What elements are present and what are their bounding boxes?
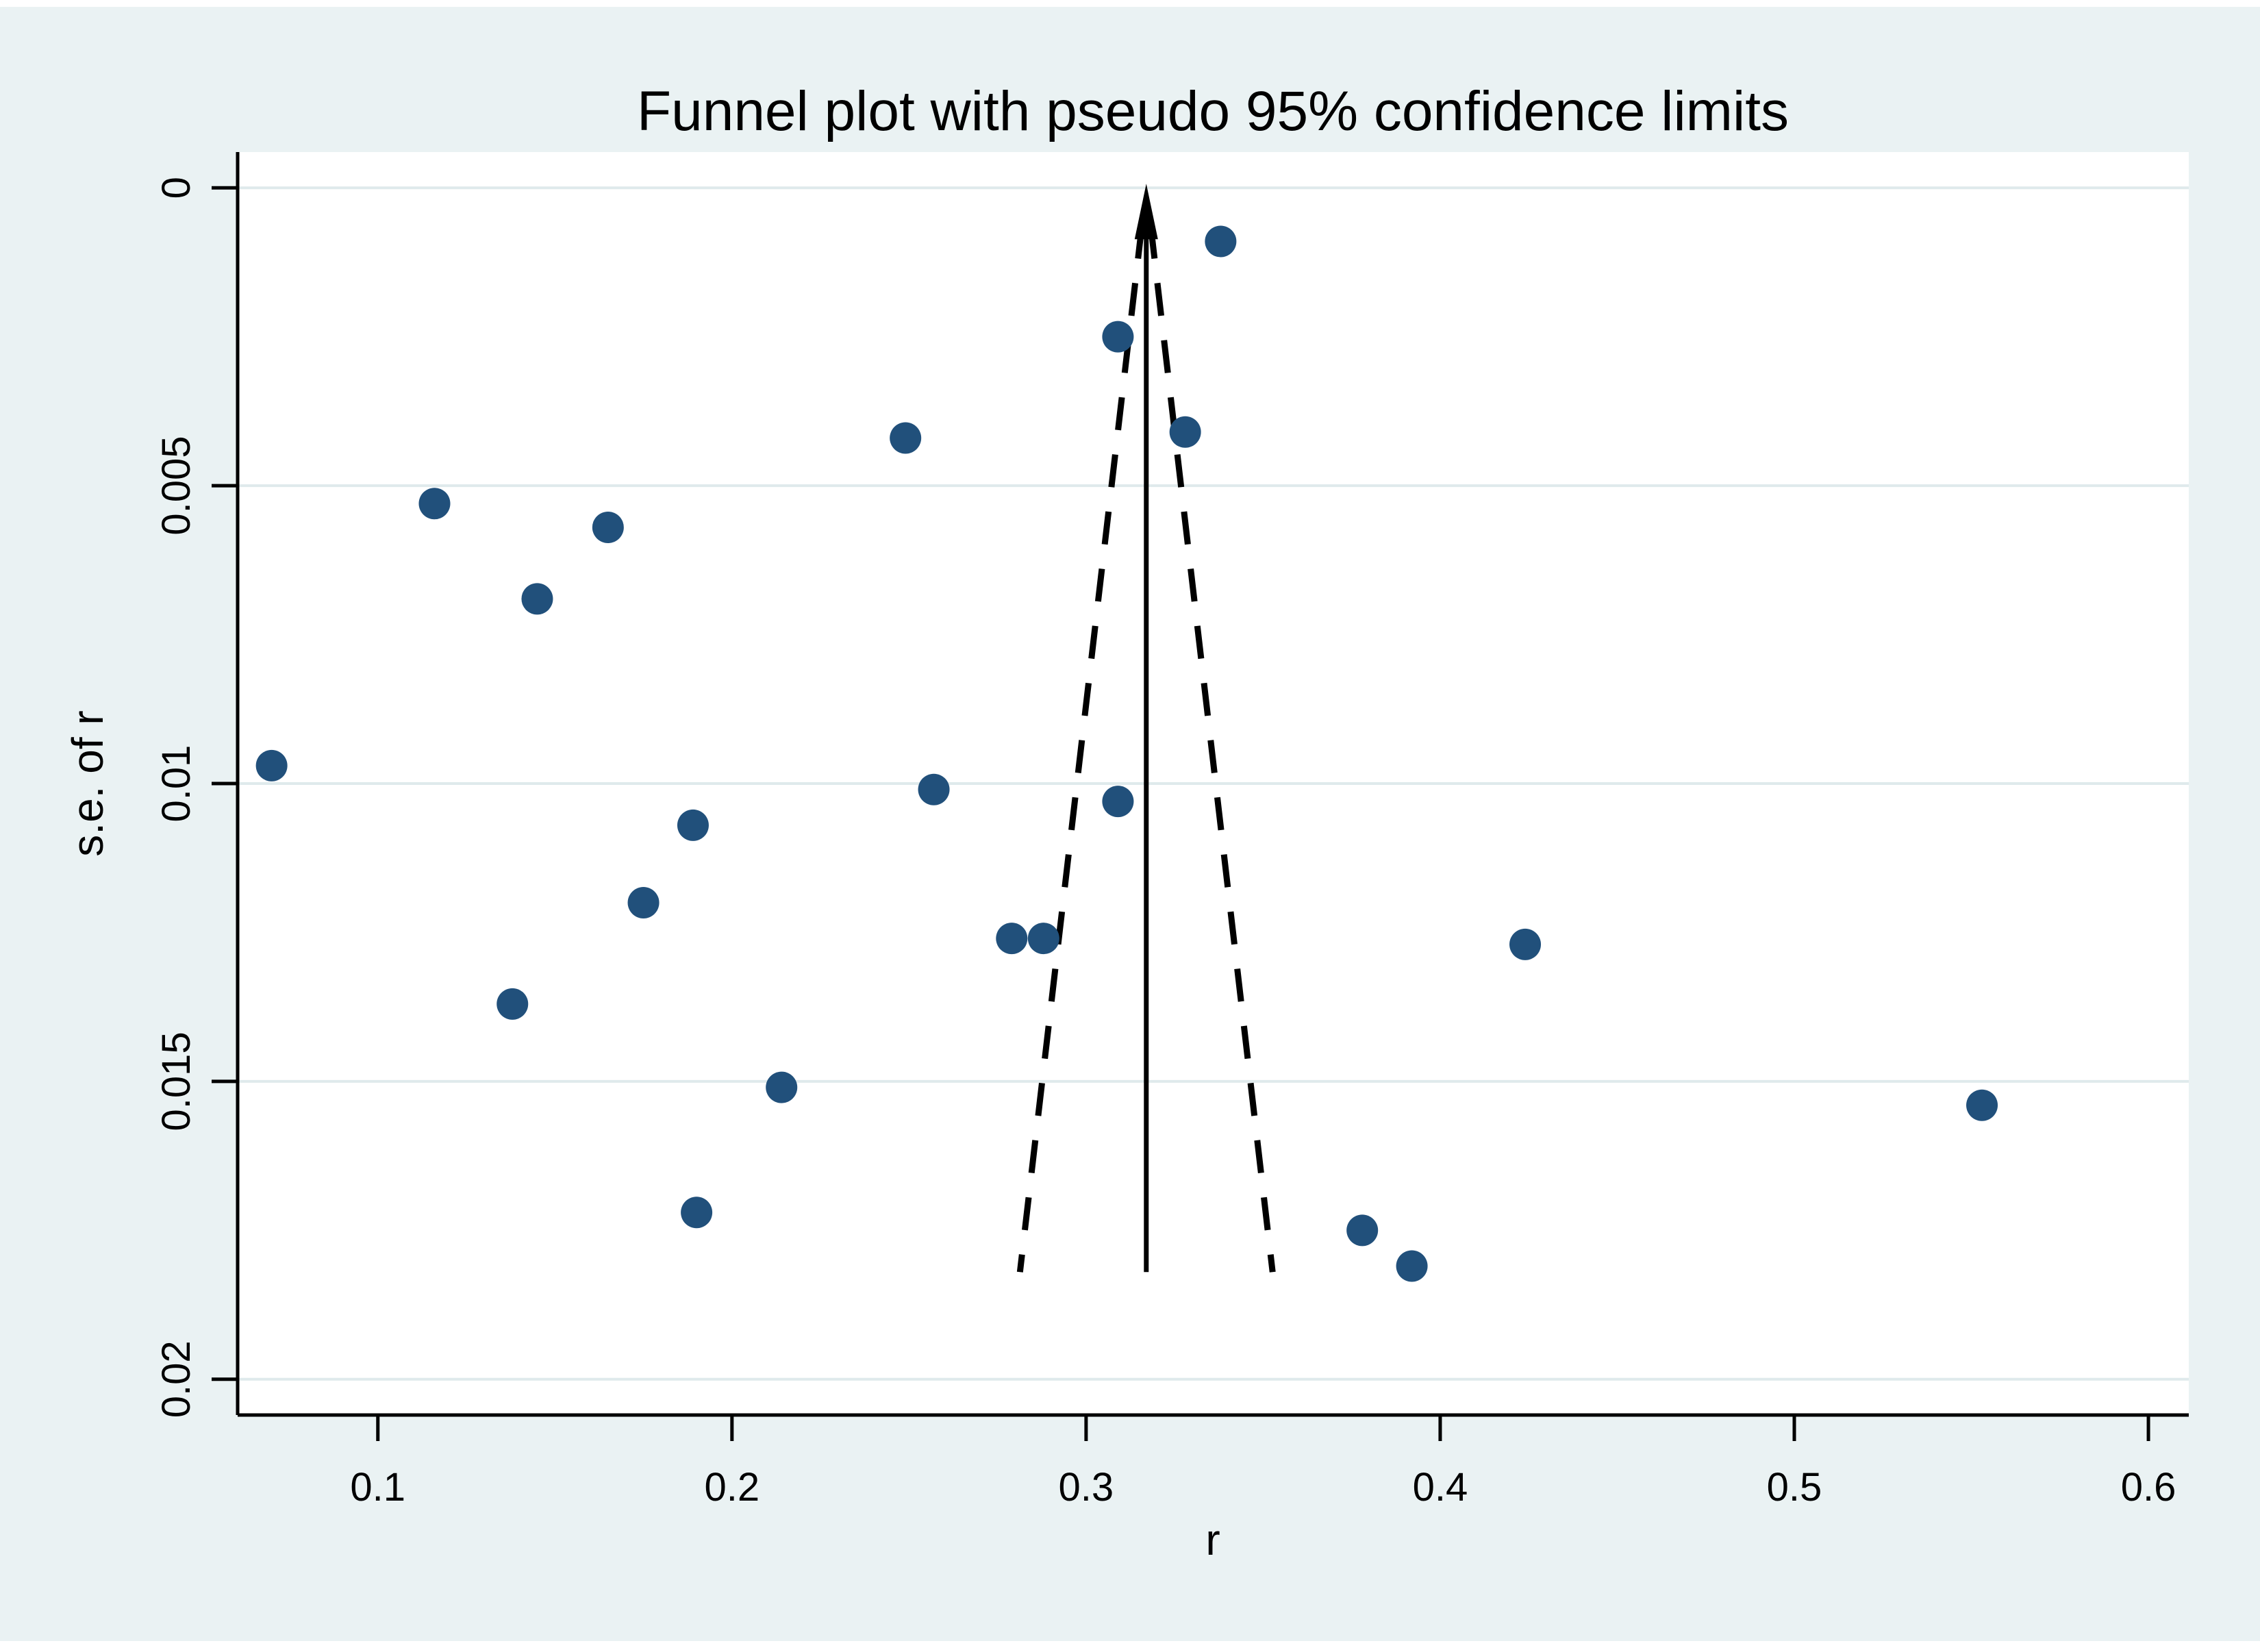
data-point bbox=[1396, 1250, 1428, 1282]
x-tick-label: 0.2 bbox=[704, 1465, 759, 1510]
data-point bbox=[1102, 321, 1134, 353]
data-point bbox=[1966, 1089, 1998, 1121]
bottom-edge-strip bbox=[0, 1641, 2260, 1652]
y-tick-label: 0.01 bbox=[154, 745, 199, 823]
center-line-arrowhead-icon bbox=[1134, 184, 1158, 240]
chart-title: Funnel plot with pseudo 95% confidence l… bbox=[637, 80, 1789, 142]
gridlines bbox=[238, 186, 2189, 1381]
data-point bbox=[497, 988, 529, 1020]
pseudo-ci-line-left bbox=[1016, 225, 1145, 1273]
scatter-points bbox=[255, 225, 1998, 1282]
top-edge-strip bbox=[0, 0, 2260, 7]
data-point bbox=[681, 1197, 713, 1229]
y-tick-label: 0.005 bbox=[154, 436, 199, 536]
data-point bbox=[766, 1071, 798, 1103]
data-point bbox=[918, 773, 950, 805]
y-tick-label: 0 bbox=[154, 177, 199, 199]
x-tick-label: 0.1 bbox=[350, 1465, 405, 1510]
data-point bbox=[521, 583, 553, 615]
pseudo-ci-line-right bbox=[1147, 225, 1276, 1273]
data-point bbox=[1346, 1214, 1379, 1247]
data-point bbox=[255, 749, 288, 781]
data-point bbox=[677, 809, 709, 841]
data-point bbox=[1027, 923, 1059, 955]
tick-labels: 0 0.005 0.01 0.015 0.02 0.1 0.2 0.3 0.4 0.5 0.6 bbox=[154, 177, 2176, 1510]
funnel-lines bbox=[1016, 184, 1276, 1273]
data-point bbox=[996, 923, 1028, 955]
data-point bbox=[890, 422, 922, 454]
x-tick-label: 0.4 bbox=[1413, 1465, 1468, 1510]
data-point bbox=[418, 488, 451, 520]
y-tick-label: 0.015 bbox=[154, 1031, 199, 1131]
x-tick-label: 0.3 bbox=[1059, 1465, 1114, 1510]
data-point bbox=[1169, 416, 1201, 448]
data-point bbox=[592, 511, 624, 543]
data-point bbox=[1509, 928, 1542, 960]
x-axis-label: r bbox=[1205, 1515, 1220, 1564]
y-axis-label: s.e. of r bbox=[63, 710, 112, 856]
data-point bbox=[1205, 225, 1237, 258]
data-point bbox=[1102, 786, 1134, 818]
x-tick-label: 0.6 bbox=[2121, 1465, 2176, 1510]
y-tick-label: 0.02 bbox=[154, 1340, 199, 1418]
x-tick-label: 0.5 bbox=[1767, 1465, 1822, 1510]
data-point bbox=[627, 886, 660, 918]
axes bbox=[212, 152, 2189, 1441]
